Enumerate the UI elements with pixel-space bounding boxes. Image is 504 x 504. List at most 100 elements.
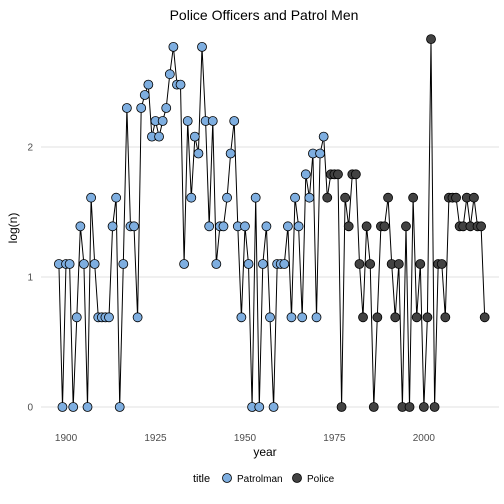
legend-label-patrolman: Patrolman (237, 474, 283, 485)
point-patrolman (111, 192, 122, 203)
point-police (426, 34, 436, 44)
point-police (350, 169, 361, 180)
point-police (418, 402, 429, 412)
point-patrolman (71, 312, 82, 323)
point-patrolman (286, 312, 297, 323)
legend: title Patrolman Police (193, 473, 335, 485)
point-patrolman (261, 221, 272, 232)
point-police (358, 312, 368, 323)
point-patrolman (240, 221, 250, 232)
point-patrolman (82, 402, 93, 412)
point-patrolman (175, 79, 186, 90)
point-police (401, 221, 411, 232)
legend-swatch-patrolman (222, 473, 232, 483)
point-police (322, 192, 333, 203)
point-patrolman (254, 402, 265, 412)
point-patrolman (179, 259, 190, 269)
point-patrolman (282, 221, 293, 232)
series-lines (58, 39, 486, 408)
point-patrolman (229, 116, 240, 126)
point-patrolman (204, 221, 215, 232)
legend-swatch-police (292, 473, 302, 483)
legend-label-police: Police (307, 474, 335, 485)
point-patrolman (114, 402, 125, 412)
grid (41, 146, 499, 408)
x-tick-label: 1925 (144, 433, 167, 444)
point-police (440, 312, 451, 323)
point-patrolman (236, 312, 247, 323)
point-police (393, 259, 404, 269)
point-police (365, 259, 376, 269)
point-patrolman (297, 312, 308, 323)
point-patrolman (136, 103, 147, 113)
point-patrolman (89, 259, 100, 269)
point-patrolman (211, 259, 222, 269)
point-patrolman (64, 259, 75, 269)
x-axis-label: year (253, 445, 276, 459)
point-patrolman (218, 221, 229, 232)
point-police (361, 221, 372, 232)
legend-title: title (193, 473, 210, 485)
point-patrolman (250, 192, 261, 203)
chart-title: Police Officers and Patrol Men (170, 7, 359, 23)
point-patrolman (68, 402, 79, 412)
point-police (343, 221, 354, 232)
point-police (404, 402, 415, 412)
point-police (379, 221, 390, 232)
x-tick-label: 1950 (234, 433, 257, 444)
point-police (383, 192, 393, 203)
point-patrolman (311, 312, 322, 323)
point-patrolman (189, 131, 200, 142)
point-patrolman (143, 79, 154, 90)
point-patrolman (104, 312, 114, 323)
point-patrolman (268, 402, 279, 412)
point-patrolman (293, 221, 304, 232)
point-patrolman (107, 221, 118, 232)
point-patrolman (164, 69, 175, 80)
point-patrolman (132, 312, 143, 323)
point-police (422, 312, 433, 323)
y-tick-label: 1 (27, 273, 33, 284)
x-axis-ticks: 1900 1925 1950 1975 2000 (55, 433, 435, 444)
point-patrolman (193, 148, 204, 159)
point-patrolman (121, 103, 132, 113)
point-patrolman (57, 402, 68, 412)
point-police (411, 312, 422, 323)
point-patrolman (257, 259, 268, 269)
series-line (58, 39, 486, 408)
point-police (476, 221, 487, 232)
point-police (415, 259, 426, 269)
point-patrolman (290, 192, 300, 203)
point-patrolman (265, 312, 275, 323)
point-patrolman (154, 131, 164, 142)
point-patrolman (129, 221, 139, 232)
point-patrolman (225, 148, 236, 159)
point-patrolman (118, 259, 129, 269)
point-police (333, 169, 343, 180)
y-axis-label: log(n) (6, 213, 20, 244)
point-patrolman (182, 116, 193, 126)
y-axis-ticks: 0 1 2 (27, 143, 33, 414)
point-police (469, 192, 479, 203)
point-police (340, 192, 351, 203)
data-points (53, 34, 490, 412)
point-police (354, 259, 365, 269)
point-patrolman (300, 169, 311, 180)
point-patrolman (168, 42, 179, 52)
point-patrolman (315, 148, 325, 159)
point-police (390, 312, 401, 323)
point-patrolman (197, 42, 207, 52)
point-patrolman (243, 259, 254, 269)
x-tick-label: 2000 (413, 433, 436, 444)
point-patrolman (157, 116, 168, 126)
point-police (372, 312, 383, 323)
x-tick-label: 1975 (323, 433, 346, 444)
point-patrolman (318, 131, 329, 142)
point-patrolman (79, 259, 89, 269)
point-patrolman (139, 90, 150, 100)
point-patrolman (304, 192, 315, 203)
point-patrolman (86, 192, 96, 203)
point-police (336, 402, 347, 412)
point-patrolman (186, 192, 197, 203)
